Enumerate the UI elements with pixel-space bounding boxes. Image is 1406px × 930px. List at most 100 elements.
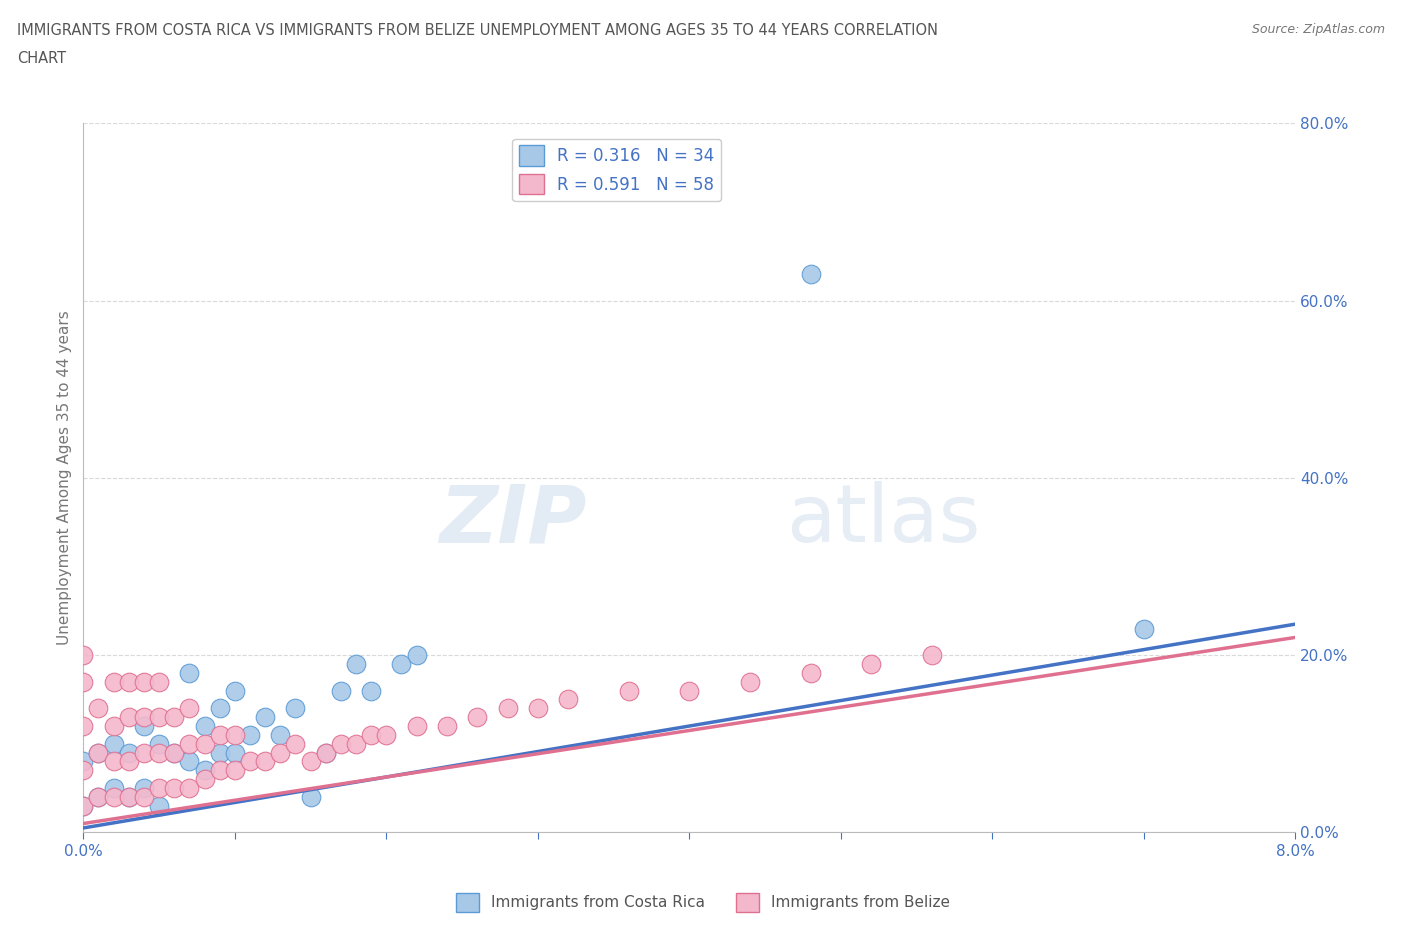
Point	[103, 719, 125, 734]
Point	[132, 745, 155, 760]
Point	[103, 737, 125, 751]
Point	[436, 719, 458, 734]
Point	[375, 727, 398, 742]
Point	[1133, 621, 1156, 636]
Point	[527, 701, 550, 716]
Point	[208, 745, 231, 760]
Point	[163, 745, 186, 760]
Point	[179, 701, 201, 716]
Point	[132, 719, 155, 734]
Point	[193, 719, 215, 734]
Point	[148, 780, 170, 795]
Point	[103, 674, 125, 689]
Point	[103, 754, 125, 769]
Point	[193, 772, 215, 787]
Point	[72, 674, 94, 689]
Point	[103, 780, 125, 795]
Point	[148, 710, 170, 724]
Point	[299, 790, 322, 804]
Point	[557, 692, 579, 707]
Point	[179, 754, 201, 769]
Point	[87, 745, 110, 760]
Point	[193, 737, 215, 751]
Point	[87, 790, 110, 804]
Point	[87, 701, 110, 716]
Point	[284, 737, 307, 751]
Point	[344, 657, 367, 671]
Point	[239, 727, 262, 742]
Point	[405, 647, 427, 662]
Point	[239, 754, 262, 769]
Legend: R = 0.316   N = 34, R = 0.591   N = 58: R = 0.316 N = 34, R = 0.591 N = 58	[512, 139, 721, 201]
Point	[391, 657, 413, 671]
Legend: Immigrants from Costa Rica, Immigrants from Belize: Immigrants from Costa Rica, Immigrants f…	[450, 887, 956, 918]
Point	[179, 737, 201, 751]
Point	[103, 790, 125, 804]
Point	[465, 710, 488, 724]
Text: Source: ZipAtlas.com: Source: ZipAtlas.com	[1251, 23, 1385, 36]
Point	[224, 763, 246, 777]
Point	[800, 267, 823, 282]
Point	[179, 780, 201, 795]
Point	[269, 745, 291, 760]
Point	[254, 754, 277, 769]
Point	[163, 745, 186, 760]
Point	[208, 763, 231, 777]
Point	[329, 737, 352, 751]
Text: ZIP: ZIP	[439, 482, 586, 559]
Point	[148, 798, 170, 813]
Point	[329, 684, 352, 698]
Point	[132, 710, 155, 724]
Point	[496, 701, 519, 716]
Point	[132, 674, 155, 689]
Point	[118, 790, 141, 804]
Point	[617, 684, 640, 698]
Point	[921, 647, 943, 662]
Point	[148, 737, 170, 751]
Text: CHART: CHART	[17, 51, 66, 66]
Point	[284, 701, 307, 716]
Point	[72, 719, 94, 734]
Point	[179, 665, 201, 680]
Point	[118, 790, 141, 804]
Point	[72, 754, 94, 769]
Point	[118, 754, 141, 769]
Point	[224, 745, 246, 760]
Point	[360, 684, 382, 698]
Point	[344, 737, 367, 751]
Point	[678, 684, 700, 698]
Point	[800, 665, 823, 680]
Point	[163, 780, 186, 795]
Point	[118, 674, 141, 689]
Point	[72, 798, 94, 813]
Point	[87, 745, 110, 760]
Point	[860, 657, 883, 671]
Point	[254, 710, 277, 724]
Point	[405, 719, 427, 734]
Point	[269, 727, 291, 742]
Point	[360, 727, 382, 742]
Point	[315, 745, 337, 760]
Point	[72, 647, 94, 662]
Point	[224, 684, 246, 698]
Point	[87, 790, 110, 804]
Text: IMMIGRANTS FROM COSTA RICA VS IMMIGRANTS FROM BELIZE UNEMPLOYMENT AMONG AGES 35 : IMMIGRANTS FROM COSTA RICA VS IMMIGRANTS…	[17, 23, 938, 38]
Point	[148, 745, 170, 760]
Point	[72, 763, 94, 777]
Point	[118, 710, 141, 724]
Point	[193, 763, 215, 777]
Point	[132, 780, 155, 795]
Point	[163, 710, 186, 724]
Point	[148, 674, 170, 689]
Point	[315, 745, 337, 760]
Point	[72, 798, 94, 813]
Point	[224, 727, 246, 742]
Point	[738, 674, 761, 689]
Point	[118, 745, 141, 760]
Point	[132, 790, 155, 804]
Point	[208, 701, 231, 716]
Point	[208, 727, 231, 742]
Y-axis label: Unemployment Among Ages 35 to 44 years: Unemployment Among Ages 35 to 44 years	[58, 311, 72, 645]
Point	[299, 754, 322, 769]
Text: atlas: atlas	[786, 482, 981, 559]
